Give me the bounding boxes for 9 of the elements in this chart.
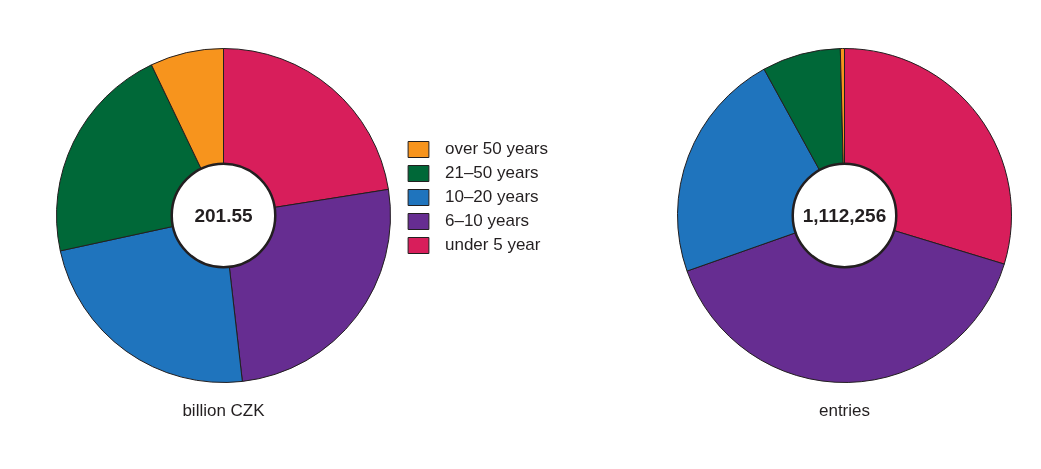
legend-label: 21–50 years: [445, 163, 539, 183]
legend-label: under 5 year: [445, 235, 541, 255]
legend-label: 6–10 years: [445, 211, 530, 231]
text: entries: [818, 401, 871, 420]
legend-label: 10–20 years: [445, 187, 539, 207]
text: 1,112,256: [802, 205, 887, 226]
legend-label: over 50 years: [445, 139, 548, 159]
text: billion CZK: [182, 401, 266, 420]
text: 201.55: [194, 205, 253, 226]
